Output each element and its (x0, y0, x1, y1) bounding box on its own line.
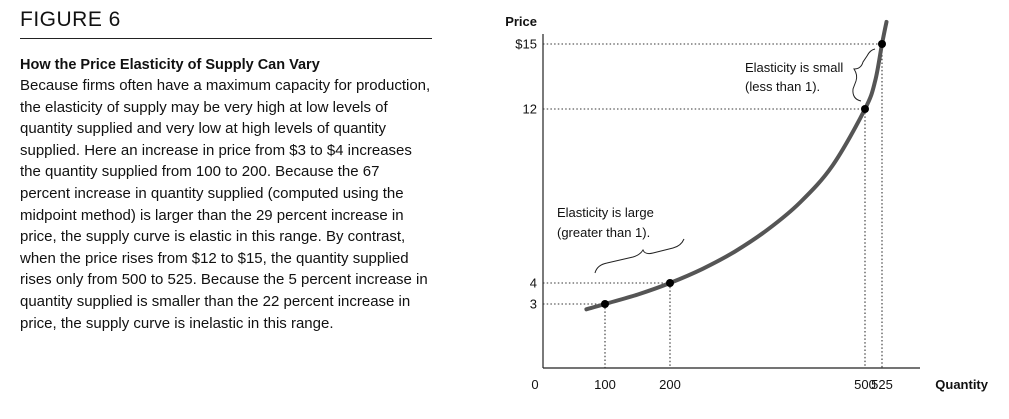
annotation-large-line-0: Elasticity is large (557, 205, 654, 220)
x-tick-label-1: 200 (659, 377, 681, 392)
y-tick-label-0: 3 (530, 297, 537, 312)
data-points (601, 40, 886, 308)
annotation-small-line-1: (less than 1). (745, 79, 820, 94)
annotation-large-brace (594, 238, 685, 274)
x-tick-label-3: 525 (871, 377, 893, 392)
data-point-1 (666, 279, 674, 287)
y-tick-label-1: 4 (530, 276, 537, 291)
figure-body: Because firms often have a maximum capac… (20, 77, 431, 332)
x-tick-label-0: 100 (594, 377, 616, 392)
origin-label: 0 (531, 377, 538, 392)
figure-caption: FIGURE 6 How the Price Elasticity of Sup… (20, 8, 432, 334)
y-tick-label-3: $15 (515, 37, 537, 52)
axes: Price Quantity 0 (505, 14, 989, 392)
y-axis-title: Price (505, 14, 537, 29)
supply-curve-0 (584, 19, 889, 312)
annotation-large-line-1: (greater than 1). (557, 225, 650, 240)
data-point-0 (601, 300, 609, 308)
figure-label: FIGURE 6 (20, 8, 432, 39)
annotations: Elasticity is large (greater than 1). Elas… (557, 48, 876, 274)
data-point-3 (878, 40, 886, 48)
figure-subtitle: How the Price Elasticity of Supply Can V… (20, 57, 320, 73)
y-tick-label-2: 12 (523, 102, 537, 117)
data-point-2 (861, 105, 869, 113)
annotation-small-brace (852, 48, 876, 102)
x-tick-label-2: 500 (854, 377, 876, 392)
guide-lines (543, 43, 883, 368)
annotation-small-line-0: Elasticity is small (745, 60, 843, 75)
supply-curve-group (584, 19, 889, 312)
x-axis-title: Quantity (935, 377, 988, 392)
